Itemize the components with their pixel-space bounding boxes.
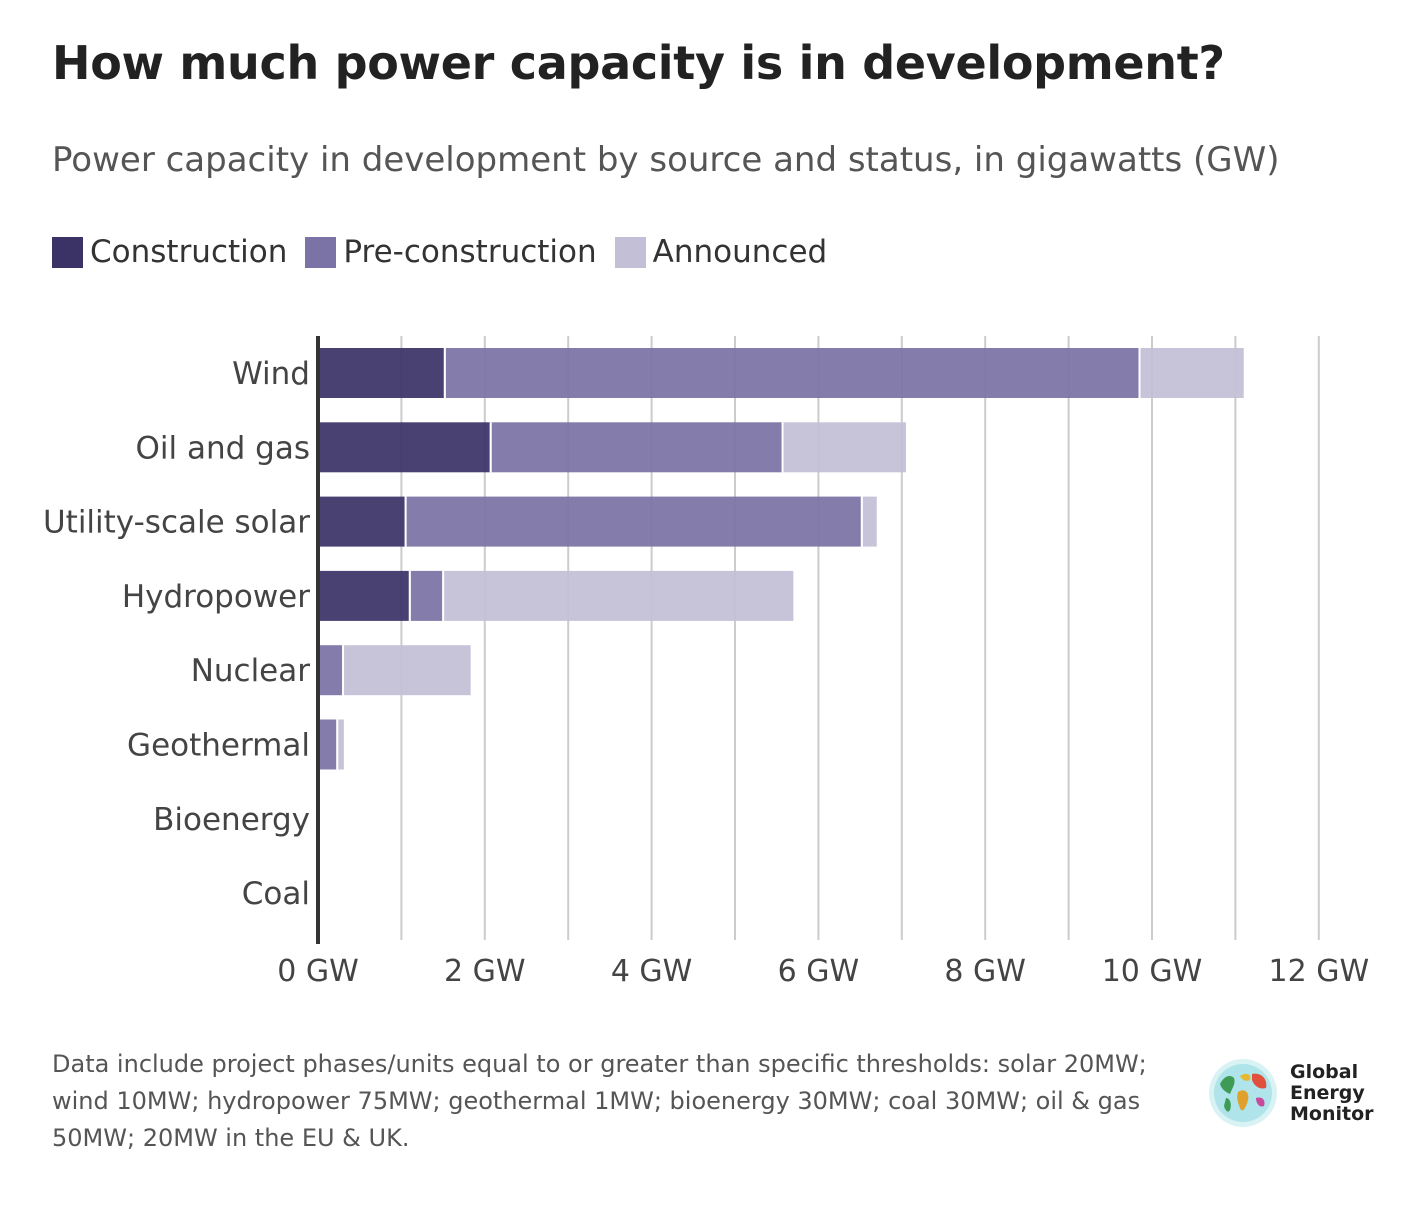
category-label: Wind [232,356,310,392]
category-label: Coal [242,876,310,912]
x-tick-label: 6 GW [778,954,860,989]
gem-logo: Global Energy Monitor [1208,1058,1374,1128]
bar-utility-scale-solar-announced [862,496,877,547]
bar-wind-announced [1140,348,1244,398]
legend-label-announced: Announced [652,234,828,270]
globe-icon [1209,1059,1277,1127]
bar-geothermal-announced [338,719,344,770]
x-tick-label: 0 GW [277,954,359,989]
bar-wind-construction [318,348,445,398]
logo-text: Global Energy Monitor [1290,1060,1374,1125]
bar-nuclear-announced [344,645,471,696]
bar-utility-scale-solar-construction [318,496,406,547]
legend-item-construction: Construction [52,234,287,270]
legend-label-pre-construction: Pre-construction [343,234,597,270]
bar-oil-and-gas-pre-construction [491,422,783,473]
bar-hydropower-construction [318,570,410,621]
bar-chart: Wind Oil and gas Utility-scale solar Hydrop… [43,336,1369,989]
chart-subtitle: Power capacity in development by source … [52,140,1280,180]
x-tick-label: 8 GW [944,954,1026,989]
bar-nuclear-pre-construction [318,645,344,696]
bar-hydropower-pre-construction [410,570,444,621]
bar-utility-scale-solar-pre-construction [406,496,862,547]
legend-item-pre-construction: Pre-construction [305,234,597,270]
category-label: Bioenergy [153,802,310,838]
footnote: Data include project phases/units equal … [52,1050,1147,1152]
bar-oil-and-gas-construction [318,422,491,473]
legend-swatch-pre-construction [305,236,337,268]
category-label: Utility-scale solar [43,505,310,541]
logo-line-2: Energy [1290,1081,1365,1104]
x-tick-label: 4 GW [611,954,693,989]
chart-title: How much power capacity is in developmen… [52,36,1225,90]
bar-oil-and-gas-announced [783,422,906,473]
category-label: Nuclear [191,653,311,689]
category-label: Oil and gas [136,430,310,466]
bar-geothermal-pre-construction [318,719,338,770]
legend-swatch-construction [52,236,83,268]
category-label: Geothermal [127,728,310,764]
legend: Construction Pre-construction Announced [52,234,845,270]
x-tick-label: 2 GW [444,954,526,989]
logo-line-3: Monitor [1290,1102,1374,1125]
category-label: Hydropower [122,579,310,615]
legend-item-announced: Announced [614,234,828,270]
x-tick-label: 12 GW [1268,954,1369,989]
x-tick-label: 10 GW [1102,954,1203,989]
bar-wind-pre-construction [445,348,1140,398]
legend-swatch-announced [614,236,646,268]
logo-line-1: Global [1290,1060,1359,1083]
bar-hydropower-announced [444,570,794,621]
legend-label-construction: Construction [90,234,288,270]
